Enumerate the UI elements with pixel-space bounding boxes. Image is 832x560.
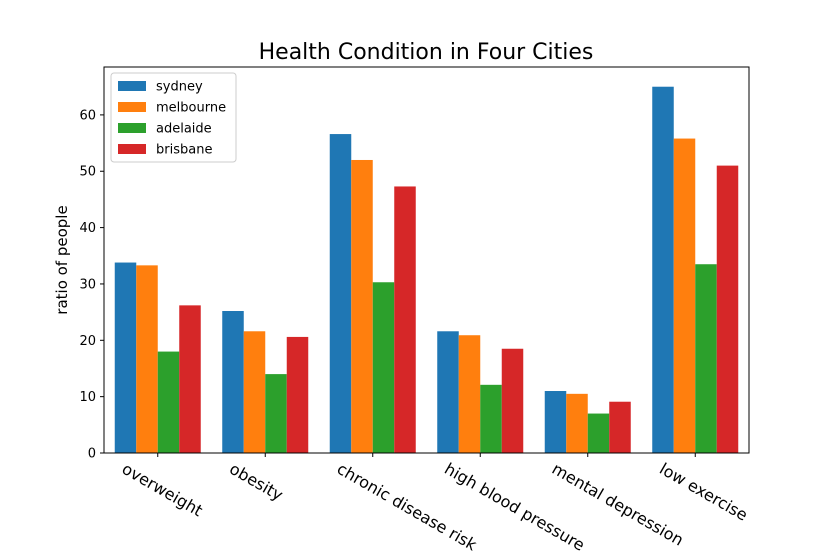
bar-brisbane-1 <box>286 336 309 453</box>
legend-swatch-melbourne <box>118 102 146 112</box>
x-tick-label: low exercise <box>656 459 751 525</box>
x-tick-label: obesity <box>226 459 286 505</box>
y-tick-label: 40 <box>79 221 96 236</box>
bar-adelaide-2 <box>372 282 395 453</box>
bar-melbourne-4 <box>566 393 588 453</box>
bar-brisbane-4 <box>609 401 631 453</box>
bar-adelaide-3 <box>480 384 502 453</box>
plot-frame <box>103 66 750 454</box>
chart-title: Health Condition in Four Cities <box>259 40 594 65</box>
y-tick-label: 60 <box>79 108 96 123</box>
legend-frame <box>110 72 237 163</box>
bar-sydney-0 <box>114 262 137 453</box>
y-axis-label: ratio of people <box>53 205 71 314</box>
bar-brisbane-0 <box>179 305 201 453</box>
bar-sydney-2 <box>329 134 352 453</box>
bar-melbourne-1 <box>243 331 266 453</box>
bar-melbourne-2 <box>351 159 373 454</box>
y-tick-label: 0 <box>88 447 96 462</box>
y-tick-label: 50 <box>79 165 96 180</box>
bar-melbourne-5 <box>673 138 696 453</box>
legend-swatch-sydney <box>118 81 146 91</box>
y-tick-label: 10 <box>79 390 96 405</box>
legend-swatch-brisbane <box>118 144 146 154</box>
y-tick-label: 30 <box>79 277 96 292</box>
bar-melbourne-0 <box>136 265 158 453</box>
y-tick-label: 20 <box>79 334 96 349</box>
bar-brisbane-2 <box>394 186 416 453</box>
bar-adelaide-4 <box>587 413 610 453</box>
bar-sydney-4 <box>544 391 567 453</box>
bar-melbourne-3 <box>458 335 481 453</box>
bar-sydney-3 <box>437 331 459 453</box>
bar-adelaide-5 <box>695 264 717 453</box>
y-axis: 0 10 20 30 40 50 60 <box>79 108 104 462</box>
x-axis: overweight obesity chronic disease riskhig… <box>119 453 751 555</box>
bar-sydney-5 <box>652 86 674 453</box>
bar-brisbane-5 <box>716 165 739 454</box>
legend: sydney melbourne adelaide brisbane <box>110 72 237 163</box>
legend-label-melbourne: melbourne <box>156 101 226 116</box>
bar-sydney-1 <box>222 311 244 453</box>
legend-label-sydney: sydney <box>156 80 203 95</box>
bar-adelaide-1 <box>265 374 287 453</box>
bars-group <box>114 86 739 454</box>
legend-swatch-adelaide <box>118 123 146 133</box>
legend-label-brisbane: brisbane <box>156 143 212 158</box>
bar-adelaide-0 <box>157 351 180 453</box>
bar-brisbane-3 <box>501 348 524 453</box>
legend-label-adelaide: adelaide <box>156 122 212 137</box>
x-tick-label: overweight <box>119 459 206 520</box>
